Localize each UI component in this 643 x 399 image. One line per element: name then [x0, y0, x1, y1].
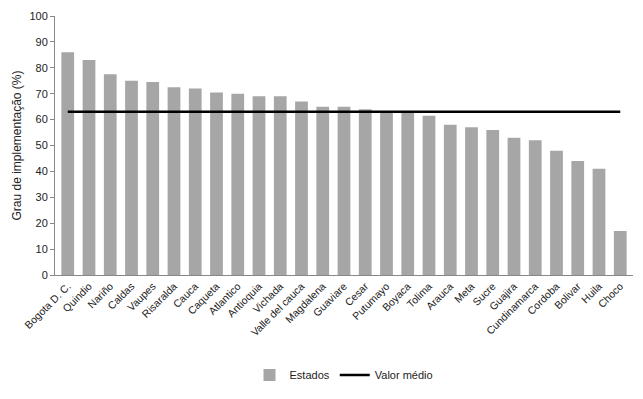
svg-text:Caldas: Caldas	[105, 280, 137, 312]
svg-text:10: 10	[36, 243, 48, 255]
svg-text:Cordoba: Cordoba	[525, 280, 562, 317]
svg-text:60: 60	[36, 113, 48, 125]
svg-text:80: 80	[36, 62, 48, 74]
svg-text:20: 20	[36, 217, 48, 229]
svg-text:Tolima: Tolima	[404, 280, 434, 310]
svg-text:Meta: Meta	[452, 280, 477, 305]
svg-text:Estados: Estados	[290, 369, 330, 381]
svg-text:Nariño: Nariño	[85, 280, 115, 310]
svg-text:Sucre: Sucre	[470, 280, 498, 308]
svg-text:0: 0	[42, 269, 48, 281]
svg-text:Cauca: Cauca	[170, 280, 200, 310]
svg-text:Antioquia: Antioquia	[225, 280, 265, 320]
svg-text:Putumayo: Putumayo	[350, 280, 392, 322]
svg-text:Vaupes: Vaupes	[125, 280, 158, 313]
svg-text:Risaralda: Risaralda	[139, 280, 179, 320]
svg-text:40: 40	[36, 165, 48, 177]
svg-text:Valle del cauca: Valle del cauca	[248, 280, 306, 338]
svg-text:Choco: Choco	[595, 280, 625, 310]
svg-text:Bolivar: Bolivar	[552, 280, 584, 312]
svg-text:Atlantico: Atlantico	[206, 280, 243, 317]
svg-text:Bogota D. C.: Bogota D. C.	[22, 280, 73, 331]
svg-text:Boyaca: Boyaca	[380, 280, 413, 313]
svg-text:70: 70	[36, 88, 48, 100]
svg-text:Arauca: Arauca	[423, 280, 455, 312]
svg-text:Cundinamarca: Cundinamarca	[484, 280, 541, 337]
svg-text:Valor médio: Valor médio	[375, 369, 433, 381]
svg-text:Magdalena: Magdalena	[283, 280, 328, 325]
svg-text:Vichada: Vichada	[250, 280, 285, 315]
svg-text:50: 50	[36, 139, 48, 151]
svg-text:90: 90	[36, 36, 48, 48]
svg-text:30: 30	[36, 191, 48, 203]
svg-text:Quindio: Quindio	[60, 280, 94, 314]
svg-text:Huila: Huila	[579, 280, 605, 306]
svg-text:100: 100	[29, 10, 47, 22]
svg-text:Guaviare: Guaviare	[311, 280, 350, 319]
svg-text:Cesar: Cesar	[342, 280, 371, 309]
svg-text:Grau de implementação (%): Grau de implementação (%)	[10, 70, 24, 220]
svg-text:Caqueta: Caqueta	[185, 280, 222, 317]
svg-text:Guajira: Guajira	[487, 280, 520, 313]
